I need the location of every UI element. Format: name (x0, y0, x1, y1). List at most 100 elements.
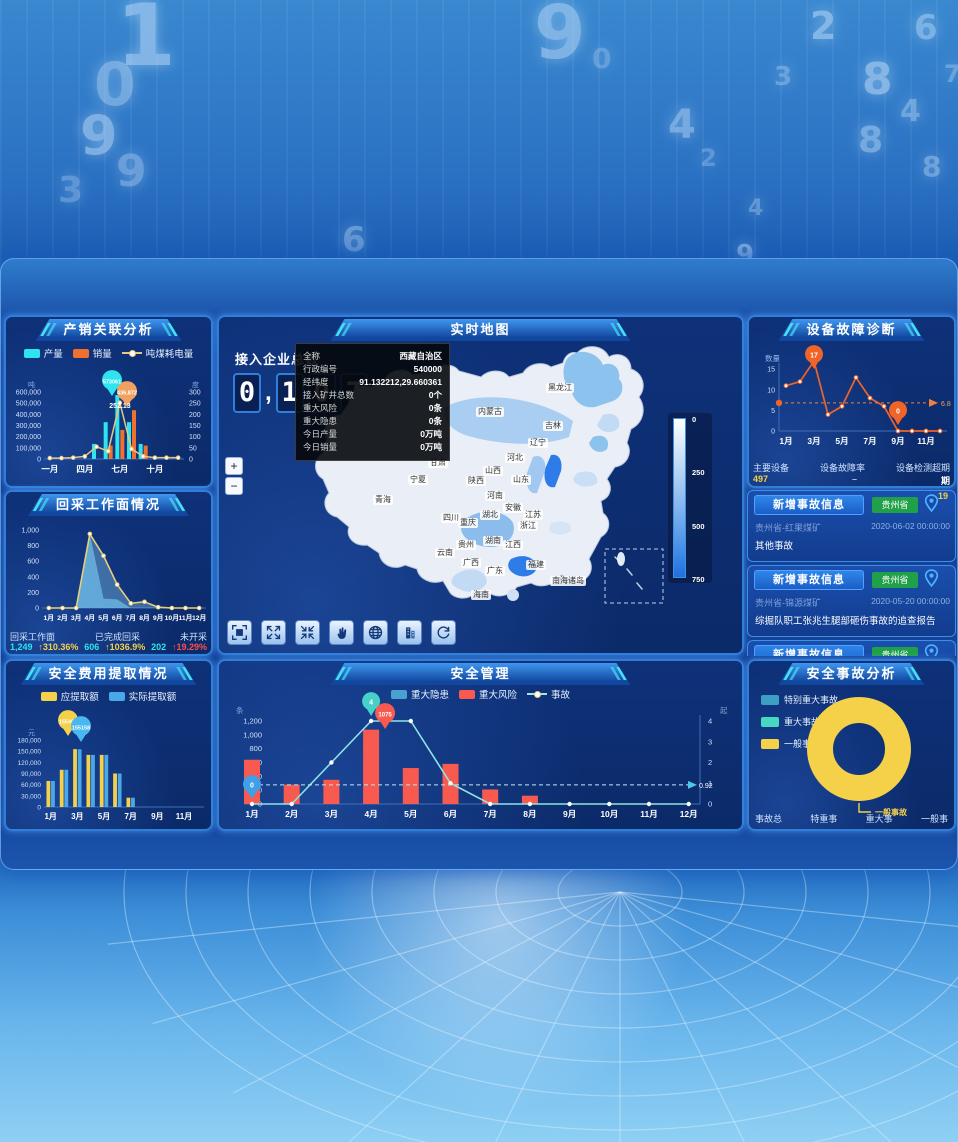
map-zoom-in-button[interactable]: + (225, 457, 243, 475)
new-accident-info-button[interactable]: 新增事故信息 (754, 570, 864, 590)
province-label-江苏[interactable]: 江苏 (523, 510, 543, 520)
legend-item[interactable]: 吨煤耗电量 (121, 346, 193, 360)
legend-item[interactable]: 事故 (527, 687, 570, 701)
province-label-河南[interactable]: 河南 (485, 491, 505, 501)
province-label-内蒙古[interactable]: 内蒙古 (476, 407, 504, 417)
legend-item[interactable]: 重大风险 (458, 687, 517, 701)
background-digit: 2 (810, 4, 837, 48)
y-axis-label: 数量 (765, 353, 780, 363)
province-label-湖南[interactable]: 湖南 (483, 536, 503, 546)
province-label-南海诸岛[interactable]: 南海诸岛 (550, 576, 586, 586)
y-tick: 100,000 (16, 445, 41, 452)
tooltip-row: 重大隐患 0条 (303, 415, 442, 428)
background-digit: 1 (116, 0, 176, 86)
y-tick: 50 (189, 445, 197, 452)
marker-value: 0 (250, 783, 254, 790)
province-label-甘肃[interactable]: 甘肃 (428, 458, 448, 468)
location-pin-icon[interactable] (924, 644, 939, 656)
province-taiwan[interactable] (617, 552, 625, 566)
province-hainan[interactable] (507, 589, 519, 601)
building-button[interactable] (397, 620, 422, 645)
province-label-四川[interactable]: 四川 (441, 513, 461, 523)
province-label-安徽[interactable]: 安徽 (503, 503, 523, 513)
province-label-广西[interactable]: 广西 (461, 558, 481, 568)
legend: 应提取额 实际提取额 (6, 689, 211, 703)
background-digit: 9 (116, 146, 147, 197)
location-pin-icon[interactable] (924, 569, 939, 588)
legend-item[interactable]: 重大隐患 (390, 687, 449, 701)
province-shandong[interactable] (573, 471, 598, 487)
province-label-宁夏[interactable]: 宁夏 (408, 475, 428, 485)
province-label-福建[interactable]: 福建 (526, 560, 546, 570)
province-label-湖北[interactable]: 湖北 (480, 510, 500, 520)
globe-button[interactable] (363, 620, 388, 645)
region-badge[interactable]: 贵州省 (872, 497, 918, 513)
一般事故-swatch (761, 738, 779, 749)
region-badge[interactable]: 贵州省 (872, 572, 918, 588)
collapse-button[interactable] (295, 620, 320, 645)
tooltip-row: 重大风险 0条 (303, 402, 442, 415)
map-zoom-control: + − (225, 457, 243, 495)
legend-item[interactable]: 销量 (72, 346, 112, 360)
tooltip-label: 接入矿井总数 (303, 390, 355, 400)
tooltip-value: 0万吨 (420, 442, 442, 452)
donut-segment[interactable] (807, 697, 911, 801)
panel-title-banner: 安全费用提取情况 (20, 663, 196, 685)
province-label-山西[interactable]: 山西 (483, 466, 503, 476)
province-label-吉林[interactable]: 吉林 (543, 421, 563, 431)
province-heilongjiang[interactable] (563, 351, 623, 408)
marker-balloon (71, 716, 91, 742)
x-tick: 一月 (41, 464, 58, 474)
province-label-青海[interactable]: 青海 (373, 495, 393, 505)
new-accident-info-button[interactable]: 新增事故信息 (754, 645, 864, 656)
marker-balloon (362, 692, 381, 716)
legend-label: 特别重大事故 (784, 695, 839, 705)
province-label-山东[interactable]: 山东 (511, 475, 531, 485)
pan-hand-button[interactable] (329, 620, 354, 645)
province-jilin[interactable] (597, 413, 620, 433)
province-label-广东[interactable]: 广东 (485, 566, 505, 576)
workface-stats-labels: 回采工作面 已完成回采 未开采 (10, 630, 207, 643)
background-digit: 8 (922, 150, 942, 183)
province-shanxi[interactable] (544, 454, 562, 488)
y-tick: 800 (27, 543, 39, 550)
province-label-贵州[interactable]: 贵州 (456, 540, 476, 550)
background-digit: 4 (748, 196, 764, 221)
province-label-河北[interactable]: 河北 (505, 453, 525, 463)
marker-value: 436,872 (117, 391, 137, 397)
province-yunnan[interactable] (451, 569, 487, 592)
tooltip-row: 经纬度 91.132212,29.660361 (303, 376, 442, 389)
pin-count: 19 (938, 491, 949, 501)
legend-item[interactable]: 特别重大事故 (761, 693, 838, 706)
region-badge[interactable]: 贵州省 (872, 647, 918, 656)
panel-title-banner: 安全事故分析 (778, 663, 924, 685)
x-tick: 11月 (640, 809, 658, 819)
legend-item[interactable]: 重大事故 (761, 715, 820, 728)
province-label-江西[interactable]: 江西 (503, 540, 523, 550)
legend-item[interactable]: 应提取额 (40, 689, 99, 703)
province-label-陕西[interactable]: 陕西 (466, 476, 486, 486)
legend-item[interactable]: 一般事故 (761, 737, 820, 750)
province-label-重庆[interactable]: 重庆 (458, 518, 478, 528)
legend-item[interactable]: 产量 (23, 346, 63, 360)
province-shaanxi[interactable] (526, 455, 546, 494)
panel-safety-fee: 安全费用提取情况 应提取额 实际提取额 元 180,000 150,000 120,00… (4, 659, 213, 831)
location-pin-icon[interactable] (924, 494, 939, 513)
province-label-浙江[interactable]: 浙江 (518, 521, 538, 531)
province-liaoning[interactable] (589, 435, 609, 452)
expand-button[interactable] (261, 620, 286, 645)
province-label-辽宁[interactable]: 辽宁 (528, 438, 548, 448)
new-accident-info-button[interactable]: 新增事故信息 (754, 495, 864, 515)
province-label-黑龙江[interactable]: 黑龙江 (546, 383, 574, 393)
legend-item[interactable]: 实际提取额 (108, 689, 176, 703)
y-tick: 90,000 (21, 771, 41, 778)
refresh-icon (437, 626, 450, 639)
stat-value: – (852, 474, 858, 484)
province-label-海南[interactable]: 海南 (471, 590, 491, 600)
stat-value: 202 (151, 642, 167, 652)
select-area-button[interactable] (227, 620, 252, 645)
map-zoom-out-button[interactable]: − (225, 477, 243, 495)
province-hubei[interactable] (549, 521, 572, 535)
refresh-button[interactable] (431, 620, 456, 645)
province-label-云南[interactable]: 云南 (435, 548, 455, 558)
